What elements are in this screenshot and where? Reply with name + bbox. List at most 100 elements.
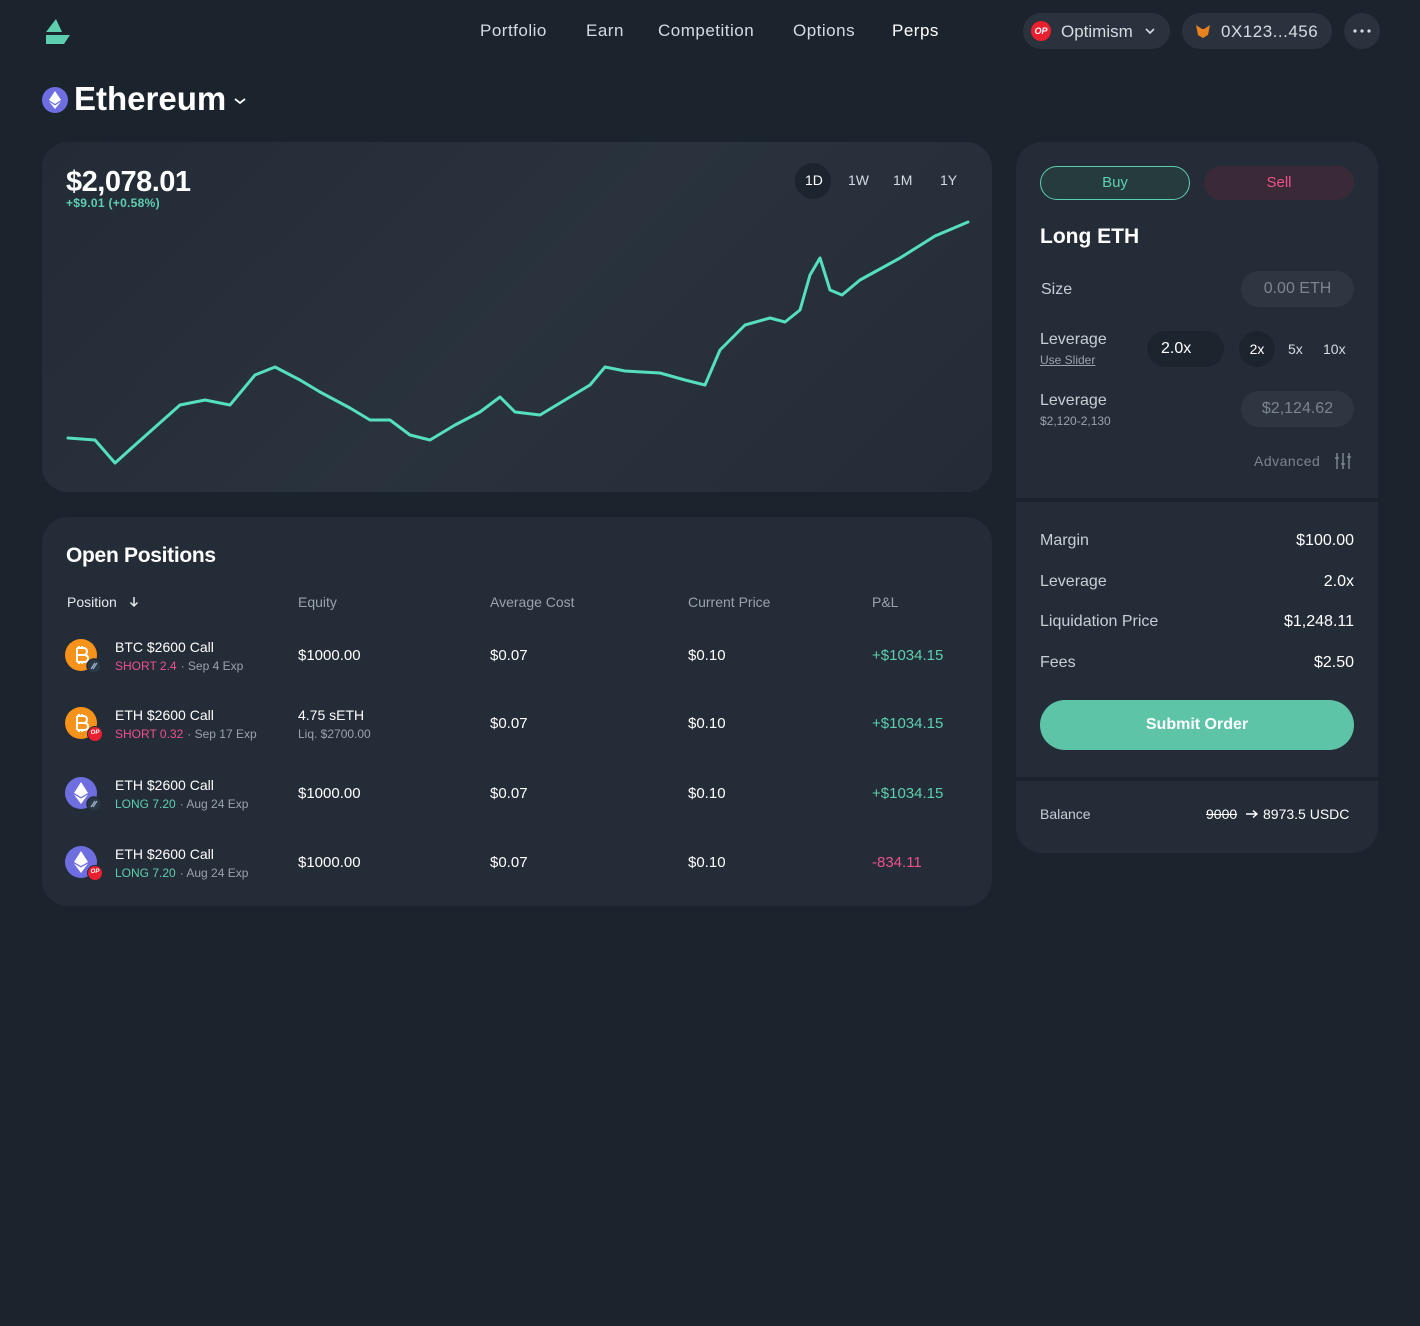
order-title: Long ETH [1040, 225, 1140, 248]
position-expiry: · Sep 4 Exp [180, 659, 244, 673]
positions-title: Open Positions [66, 544, 216, 567]
network-badge: OP [1031, 21, 1051, 41]
chevron [1145, 28, 1155, 35]
summary-value: 2.0x [1323, 572, 1354, 590]
asset-icon [42, 87, 68, 113]
wallet-button[interactable]: 0X123...456 [1182, 13, 1332, 49]
range-tab[interactable]: 1Y [940, 172, 958, 188]
balance-old: 9000 [1206, 806, 1238, 822]
equity: 4.75 sETH [298, 707, 365, 723]
price-chart-card: $2,078.01 +$9.01 (+0.58%) 1D 1W 1M 1Y [42, 142, 992, 492]
equity: $1000.00 [298, 647, 361, 664]
price: $2,078.01 [66, 166, 191, 198]
asset-icon [65, 639, 102, 674]
size-label: Size [1041, 281, 1073, 298]
arrow-icon [1246, 809, 1259, 819]
limit-label: Leverage [1040, 392, 1107, 409]
range-active [795, 163, 831, 199]
leverage-preset[interactable]: 2x [1239, 331, 1275, 367]
leverage-preset[interactable]: 10x [1323, 341, 1346, 357]
current-price: $0.10 [688, 715, 726, 732]
position-side: LONG 7.20 [115, 866, 176, 880]
price-line [66, 220, 970, 465]
wallet-icon [1196, 25, 1210, 38]
equity-sub: Liq. $2700.00 [298, 727, 371, 741]
average-cost: $0.07 [490, 785, 528, 802]
balance-label: Balance [1040, 806, 1091, 822]
position-side: SHORT 2.4 [115, 659, 177, 673]
network-badge: OP [87, 865, 103, 881]
position-detail: SHORT 2.4 · Sep 4 Exp [115, 659, 243, 673]
size-input[interactable]: 0.00 ETH [1241, 271, 1354, 307]
column-header: P&L [872, 594, 899, 610]
range-tab[interactable]: 1M [893, 172, 913, 188]
pnl: +$1034.15 [872, 785, 944, 802]
current-price: $0.10 [688, 854, 726, 871]
summary-value: $2.50 [1313, 653, 1354, 671]
network-badge: OP [87, 726, 103, 742]
leverage-label: Leverage [1040, 331, 1107, 348]
chevron [234, 98, 246, 105]
nav-item[interactable]: Portfolio [480, 21, 547, 40]
leverage-preset[interactable]: 5x [1288, 341, 1303, 357]
advanced-link[interactable]: Advanced [1254, 453, 1321, 469]
slider-link[interactable]: Use Slider [1040, 353, 1096, 367]
range-tab[interactable]: 1D [805, 172, 823, 188]
network-selector[interactable]: OP Optimism [1023, 13, 1170, 49]
current-price: $0.10 [688, 647, 726, 664]
equity: $1000.00 [298, 854, 361, 871]
position-name[interactable]: ETH $2600 Call [115, 777, 214, 793]
position-side: SHORT 0.32 [115, 727, 184, 741]
nav-item[interactable]: Options [793, 21, 856, 40]
position-name[interactable]: ETH $2600 Call [115, 707, 214, 723]
pnl: +$1034.15 [872, 647, 944, 664]
sell-tab[interactable]: Sell [1204, 166, 1354, 200]
column-header: Current Price [688, 594, 771, 610]
advanced-icon [1335, 453, 1351, 469]
average-cost: $0.07 [490, 854, 528, 871]
more-button[interactable] [1344, 13, 1380, 49]
summary-value: $100.00 [1296, 532, 1354, 549]
column-header[interactable]: Position [67, 594, 117, 610]
position-expiry: · Aug 24 Exp [179, 797, 249, 811]
submit-button[interactable]: Submit Order [1040, 700, 1354, 750]
current-price: $0.10 [688, 785, 726, 802]
nav-item[interactable]: Perps [892, 21, 939, 40]
summary-label: Margin [1040, 532, 1089, 549]
position-expiry: · Aug 24 Exp [179, 866, 249, 880]
price-line-chart [66, 220, 970, 465]
wallet-address: 0X123...456 [1221, 22, 1319, 41]
summary-label: Leverage [1040, 572, 1107, 590]
limit-input[interactable]: $2,124.62 [1241, 391, 1354, 427]
position-detail: LONG 7.20 · Aug 24 Exp [115, 866, 248, 880]
asset-icon [65, 777, 102, 812]
leverage-input[interactable]: 2.0x [1147, 331, 1224, 367]
order-card: Buy Sell Long ETH Size 0.00 ETH Leverage… [1016, 142, 1378, 853]
positions-card: Open Positions Position Equity Average C… [42, 517, 992, 906]
average-cost: $0.07 [490, 647, 528, 664]
network-name: Optimism [1061, 22, 1133, 41]
equity: $1000.00 [298, 785, 361, 802]
sort-arrow [129, 597, 139, 608]
summary-label: Fees [1040, 653, 1076, 671]
limit-range: $2,120-2,130 [1040, 414, 1111, 428]
position-name[interactable]: BTC $2600 Call [115, 639, 214, 655]
position-name[interactable]: ETH $2600 Call [115, 846, 214, 862]
nav-item[interactable]: Competition [658, 21, 755, 40]
summary-value: $1,248.11 [1284, 613, 1354, 630]
position-expiry: · Sep 17 Exp [187, 727, 257, 741]
average-cost: $0.07 [490, 715, 528, 732]
position-detail: SHORT 0.32 · Sep 17 Exp [115, 727, 257, 741]
asset-name[interactable]: Ethereum [74, 80, 227, 117]
pnl: +$1034.15 [872, 715, 944, 732]
buy-tab[interactable]: Buy [1040, 166, 1190, 200]
nav-item[interactable]: Earn [586, 21, 624, 40]
logo [46, 19, 70, 44]
balance-new: 8973.5 USDC [1263, 806, 1350, 822]
range-tab[interactable]: 1W [848, 172, 869, 188]
pnl: -834.11 [872, 854, 922, 871]
column-header: Average Cost [490, 594, 575, 610]
price-change: +$9.01 (+0.58%) [66, 196, 160, 210]
position-detail: LONG 7.20 · Aug 24 Exp [115, 797, 248, 811]
